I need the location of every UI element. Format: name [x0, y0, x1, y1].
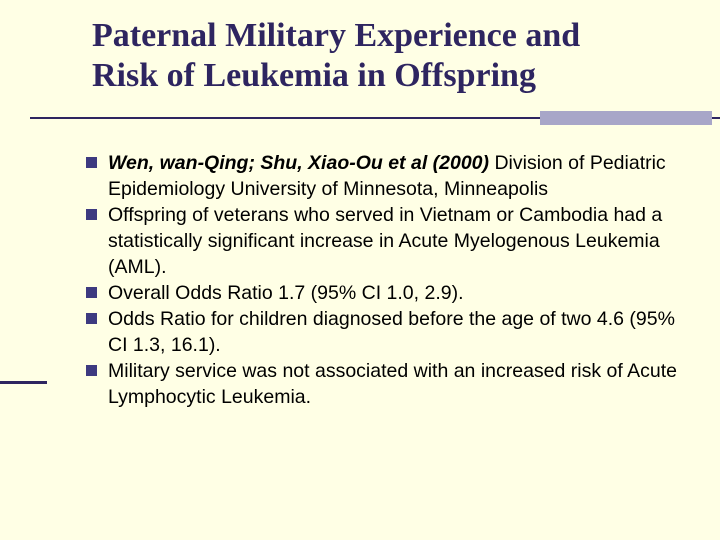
- bullet-text: Overall Odds Ratio 1.7 (95% CI 1.0, 2.9)…: [108, 282, 464, 304]
- bullet-item-under-two-odds: Odds Ratio for children diagnosed before…: [86, 306, 686, 358]
- bullet-text: Odds Ratio for children diagnosed before…: [108, 308, 675, 356]
- citation-affiliation: Division of Pediatric Epidemiology Unive…: [108, 152, 666, 200]
- left-accent-rule: [0, 381, 47, 384]
- bullet-item-all-finding: Military service was not associated with…: [86, 358, 686, 410]
- square-bullet-icon: [86, 157, 97, 168]
- citation-authors: Wen, wan-Qing; Shu, Xiao-Ou et al (2000): [108, 152, 490, 174]
- left-accent-panel: [0, 0, 47, 385]
- bullet-list: Wen, wan-Qing; Shu, Xiao-Ou et al (2000)…: [86, 150, 686, 410]
- slide-title-line-2: Risk of Leukemia in Offspring: [92, 57, 536, 94]
- bullet-item-citation: Wen, wan-Qing; Shu, Xiao-Ou et al (2000)…: [86, 150, 686, 202]
- title-divider-line: [30, 117, 720, 119]
- square-bullet-icon: [86, 209, 97, 220]
- square-bullet-icon: [86, 365, 97, 376]
- bullet-text: Military service was not associated with…: [108, 360, 677, 408]
- bullet-item-overall-odds: Overall Odds Ratio 1.7 (95% CI 1.0, 2.9)…: [86, 280, 686, 306]
- square-bullet-icon: [86, 287, 97, 298]
- bullet-item-aml-finding: Offspring of veterans who served in Viet…: [86, 202, 686, 280]
- slide-title-line-1: Paternal Military Experience and: [92, 17, 581, 54]
- title-divider-accent-block: [540, 111, 712, 125]
- slide-title: Paternal Military Experience and Risk of…: [92, 16, 702, 96]
- square-bullet-icon: [86, 313, 97, 324]
- bullet-text: Offspring of veterans who served in Viet…: [108, 204, 663, 278]
